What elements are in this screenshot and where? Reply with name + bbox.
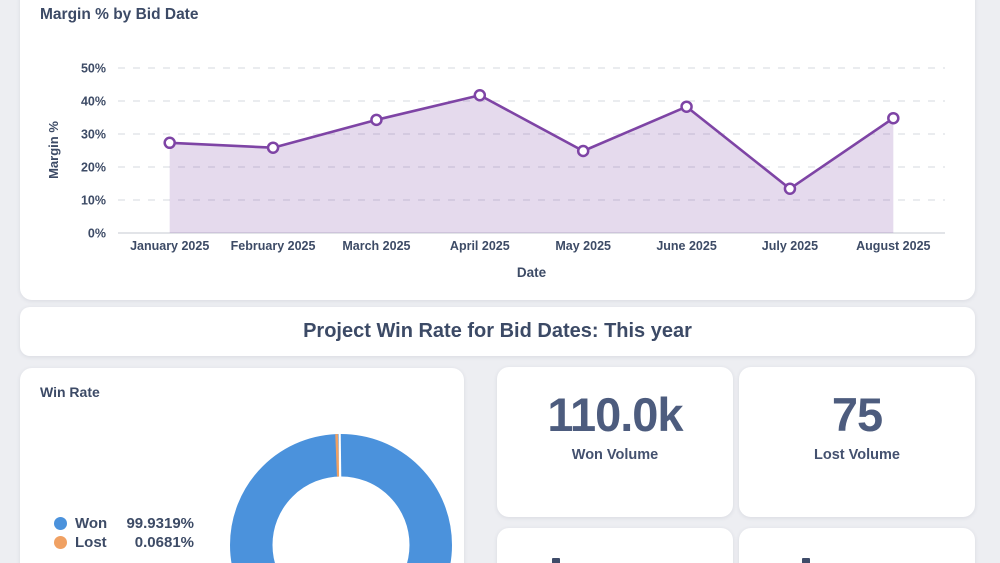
x-tick-label: February 2025	[231, 239, 316, 253]
won-volume-value: 110.0k	[547, 388, 683, 441]
data-point-marker[interactable]	[887, 111, 900, 125]
x-tick-label: July 2025	[762, 239, 818, 253]
margin-line-chart: 0% 10% 20% 30% 40% 50% January 2025 February 20…	[46, 62, 945, 280]
won-volume-stat-card: 110.0k Won Volume	[497, 367, 733, 517]
y-tick-label: 50%	[81, 62, 106, 76]
section-banner-title: Project Win Rate for Bid Dates: This yea…	[303, 320, 692, 342]
legend-label: Won	[75, 515, 108, 532]
x-tick-label: August 2025	[856, 239, 930, 253]
slice-gap	[338, 431, 342, 480]
stat-card-partial	[497, 528, 733, 563]
lost-volume-value: 75	[831, 388, 883, 441]
y-tick-label: 10%	[81, 194, 106, 208]
y-tick-label: 0%	[88, 227, 106, 241]
lost-volume-label: Lost Volume	[814, 447, 900, 463]
x-tick-label: June 2025	[656, 239, 717, 253]
legend-value: 0.0681%	[134, 534, 194, 551]
legend-value: 99.9319%	[126, 515, 194, 532]
lost-legend-dot-icon	[54, 536, 67, 549]
data-point-marker[interactable]	[266, 141, 280, 154]
legend-item-lost[interactable]: Lost 0.0681%	[54, 533, 194, 552]
trend-line	[168, 93, 895, 191]
data-point-marker[interactable]	[473, 88, 487, 102]
area-fill	[169, 95, 894, 234]
y-tick-label: 40%	[81, 95, 106, 109]
data-point-marker[interactable]	[163, 136, 176, 150]
won-volume-label: Won Volume	[571, 447, 659, 463]
x-axis-title: Date	[517, 265, 547, 280]
y-tick-label: 20%	[81, 161, 106, 175]
section-banner: Project Win Rate for Bid Dates: This yea…	[20, 307, 975, 356]
y-tick-label: 30%	[81, 128, 106, 142]
won-legend-dot-icon	[54, 517, 67, 530]
legend-label: Lost	[75, 534, 107, 551]
lost-volume-stat-card: 75 Lost Volume	[739, 367, 975, 517]
legend-item-won[interactable]: Won 99.9319%	[54, 514, 194, 533]
win-rate-title: Win Rate	[40, 384, 100, 400]
data-point-marker[interactable]	[680, 100, 693, 113]
win-rate-card: Win Rate Won 99.9319% Lost 0.0681%	[20, 368, 464, 563]
donut-segment-lost[interactable]	[335, 434, 340, 477]
stat-card-partial	[739, 528, 975, 563]
x-tick-label: May 2025	[555, 239, 611, 253]
win-rate-legend: Won 99.9319% Lost 0.0681%	[54, 514, 194, 552]
clipped-stat-value-top	[552, 558, 560, 563]
data-point-marker[interactable]	[370, 113, 383, 127]
margin-chart-card: Margin % by Bid Date 0% 10% 20% 30% 40% 50% Ja…	[20, 0, 975, 300]
data-point-marker[interactable]	[576, 144, 590, 158]
y-axis-title: Margin %	[46, 121, 61, 179]
win-rate-donut-chart	[230, 431, 452, 563]
x-tick-label: April 2025	[450, 239, 510, 253]
margin-chart-title: Margin % by Bid Date	[40, 6, 199, 23]
clipped-stat-value-top	[802, 558, 810, 563]
x-tick-label: March 2025	[342, 239, 410, 253]
data-point-marker[interactable]	[783, 182, 797, 195]
x-tick-label: January 2025	[130, 239, 209, 253]
